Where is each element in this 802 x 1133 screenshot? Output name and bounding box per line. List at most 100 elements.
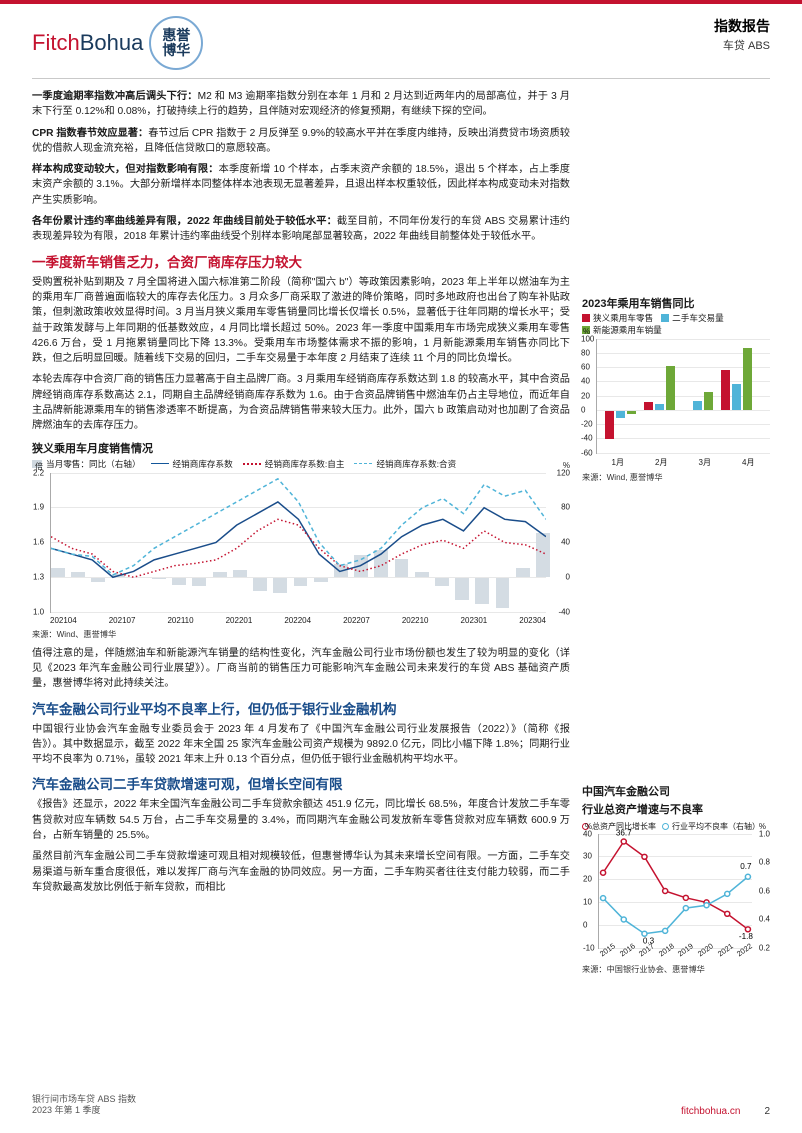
- y-left-tick: 0: [583, 920, 587, 929]
- swatch-icon: [582, 314, 590, 322]
- legend-label: 经销商库存系数:合资: [376, 458, 456, 470]
- bar: [616, 411, 625, 418]
- footer: 银行间市场车贷 ABS 指数 2023 年第 1 季度 fitchbohua.c…: [32, 1094, 770, 1117]
- y-tick: 80: [581, 348, 590, 357]
- legend-label: 经销商库存系数:自主: [265, 458, 345, 470]
- legend-label: 经销商库存系数: [173, 458, 233, 470]
- y-left-tick: 20: [583, 875, 592, 884]
- chart2-x: 20152016201720182019202020212022: [598, 951, 752, 960]
- legend-item: 经销商库存系数: [151, 458, 233, 470]
- para-5: 《报告》还显示，2022 年末全国汽车金融公司二手车贷款余额达 451.9 亿元…: [32, 797, 570, 843]
- x-label: 202204: [284, 616, 311, 625]
- y-tick: -60: [581, 448, 593, 457]
- bullet-para: CPR 指数春节效应显著：春节过后 CPR 指数于 2 月反弹至 9.9%的较高…: [32, 126, 570, 157]
- chart1-x: 1月2月3月4月: [596, 457, 770, 468]
- legend-item: 狭义乘用车零售: [582, 313, 653, 323]
- y-right-tick: 0.2: [759, 943, 770, 952]
- x-label: 202210: [402, 616, 429, 625]
- bar: [732, 384, 741, 409]
- bar: [605, 411, 614, 440]
- x-label: 202104: [50, 616, 77, 625]
- para-4: 中国银行业协会汽车金融专业委员会于 2023 年 4 月发布了《中国汽车金融公司…: [32, 722, 570, 768]
- y-tick: 100: [581, 334, 594, 343]
- x-label: 202107: [109, 616, 136, 625]
- chart-afc-growth-npl: 中国汽车金融公司 行业总资产增速与不良率 总资产同比增长率行业平均不良率（右轴）…: [582, 783, 770, 975]
- y-right-tick: 0: [566, 572, 570, 581]
- inline-chart-title: 狭义乘用车月度销售情况: [32, 440, 570, 456]
- bullet-list: 一季度逾期率指数冲高后调头下行：M2 和 M3 逾期率指数分别在本年 1 月和 …: [32, 89, 570, 245]
- y-tick: -40: [581, 434, 593, 443]
- x-label: 202301: [461, 616, 488, 625]
- lines-svg: 36.70.30.7-1.8: [599, 834, 752, 948]
- y-right-tick: 0.6: [759, 886, 770, 895]
- y-left-tick: 1.0: [33, 607, 44, 616]
- y-left-tick: -10: [583, 943, 595, 952]
- y-left-tick: 1.6: [33, 538, 44, 547]
- gridline: [597, 438, 770, 439]
- bullet-para: 各年份累计违约率曲线差异有限，2022 年曲线目前处于较低水平：截至目前，不同年…: [32, 214, 570, 245]
- chart2-legend: 总资产同比增长率行业平均不良率（右轴）: [582, 821, 770, 832]
- x-label: 3月: [699, 457, 711, 468]
- header-right: 指数报告 车贷 ABS: [714, 16, 770, 53]
- bullet-para: 一季度逾期率指数冲高后调头下行：M2 和 M3 逾期率指数分别在本年 1 月和 …: [32, 89, 570, 120]
- legend-item: 经销商库存系数:合资: [354, 458, 456, 470]
- footer-right: fitchbohua.cn 2: [681, 1094, 770, 1117]
- y-left-tick: 2.2: [33, 468, 44, 477]
- y-left-tick: 40: [583, 829, 592, 838]
- footer-link: fitchbohua.cn: [681, 1106, 741, 1117]
- para-6: 虽然目前汽车金融公司二手车贷款增速可观且相对规模较低，但惠誉博华认为其未来增长空…: [32, 849, 570, 895]
- bar: [743, 348, 752, 409]
- legend-item: 二手车交易量: [661, 313, 724, 323]
- bar: [693, 401, 702, 410]
- header-subtitle: 车贷 ABS: [714, 37, 770, 53]
- swatch-icon: [661, 314, 669, 322]
- legend-label: 新能源乘用车销量: [593, 325, 662, 335]
- y-tick: -20: [581, 420, 593, 429]
- legend-label: 狭义乘用车零售: [593, 313, 653, 323]
- chart2-title2: 行业总资产增速与不良率: [582, 801, 770, 817]
- gridline: [597, 453, 770, 454]
- line-sample-icon: [243, 463, 261, 465]
- header-divider: [32, 78, 770, 79]
- main-content: 一季度逾期率指数冲高后调头下行：M2 和 M3 逾期率指数分别在本年 1 月和 …: [0, 89, 802, 987]
- svg-text:36.7: 36.7: [616, 828, 632, 837]
- legend-item: 经销商库存系数:自主: [243, 458, 345, 470]
- right-column: 2023年乘用车销售同比 狭义乘用车零售二手车交易量新能源乘用车销量 % -60…: [582, 89, 770, 987]
- legend-label: 当月零售：同比（右轴）: [46, 458, 141, 470]
- para-1: 受购置税补贴到期及 7 月全国将进入国六标准第二阶段（简称"国六 b"）等政策因…: [32, 275, 570, 367]
- y-tick: 40: [581, 377, 590, 386]
- footer-left: 银行间市场车贷 ABS 指数 2023 年第 1 季度: [32, 1094, 136, 1117]
- y-left-tick: 1.9: [33, 503, 44, 512]
- legend-item: 行业平均不良率（右轴）: [662, 821, 760, 832]
- chart1-legend: 狭义乘用车零售二手车交易量新能源乘用车销量: [582, 313, 770, 336]
- logo-fitch: Fitch: [32, 30, 80, 55]
- bar: [721, 370, 730, 410]
- x-label: 202304: [519, 616, 546, 625]
- logo-seal: 惠誉 博华: [149, 16, 203, 70]
- bullet-lead: 各年份累计违约率曲线差异有限，2022 年曲线目前处于较低水平：: [32, 216, 337, 227]
- inline-chart-plot: 倍 % 1.01.31.61.92.2-4004080120: [50, 473, 546, 613]
- logo-text: FitchBohua: [32, 30, 143, 56]
- y-right-tick: 1.0: [759, 829, 770, 838]
- inline-chart-source: 来源：Wind、惠誉博华: [32, 628, 570, 640]
- left-column: 一季度逾期率指数冲高后调头下行：M2 和 M3 逾期率指数分别在本年 1 月和 …: [32, 89, 570, 987]
- chart2-title1: 中国汽车金融公司: [582, 783, 770, 799]
- bullet-lead: CPR 指数春节效应显著：: [32, 128, 148, 139]
- y-left-tick: 1.3: [33, 572, 44, 581]
- x-label: 202201: [226, 616, 253, 625]
- svg-text:0.7: 0.7: [740, 862, 752, 871]
- bar: [704, 392, 713, 410]
- footer-line2: 2023 年第 1 季度: [32, 1105, 136, 1117]
- y-right-tick: 120: [557, 468, 570, 477]
- heading-q1-sales: 一季度新车销售乏力，合资厂商库存压力较大: [32, 251, 570, 271]
- chart2-area: % % -100102030400.20.40.60.81.036.70.30.…: [598, 834, 752, 949]
- y-left-tick: 10: [583, 898, 592, 907]
- header: FitchBohua 惠誉 博华 指数报告 车贷 ABS: [0, 4, 802, 76]
- header-title: 指数报告: [714, 16, 770, 36]
- y-tick: 60: [581, 363, 590, 372]
- inline-chart-legend: 当月零售：同比（右轴） 经销商库存系数 经销商库存系数:自主 经销商库存系数:合资: [32, 458, 570, 470]
- seal-line2: 博华: [162, 43, 190, 58]
- page-number: 2: [764, 1106, 770, 1117]
- bullet-lead: 样本构成变动较大，但对指数影响有限：: [32, 164, 219, 175]
- chart1-source: 来源：Wind, 惠誉博华: [582, 471, 770, 483]
